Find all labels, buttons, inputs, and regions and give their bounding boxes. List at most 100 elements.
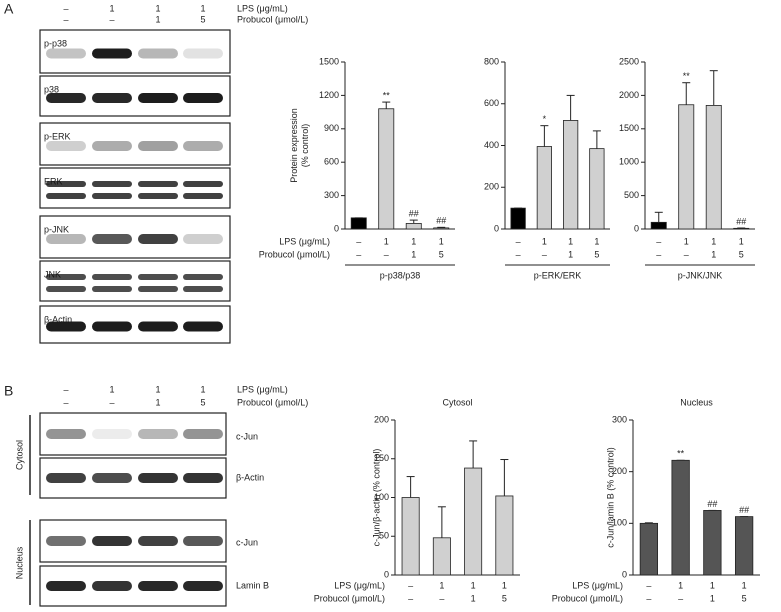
- y-tick-label: 500: [624, 190, 639, 200]
- row-value: –: [646, 580, 651, 590]
- band: [183, 286, 223, 292]
- y-tick-label: 600: [484, 98, 499, 108]
- significance-label: **: [683, 71, 691, 81]
- row-value: –: [678, 593, 683, 603]
- y-tick-label: 1000: [619, 157, 639, 167]
- header-value: –: [109, 397, 114, 407]
- row-value: –: [656, 236, 661, 246]
- band: [138, 321, 178, 332]
- blot-label: β-Actin: [44, 314, 72, 324]
- row-value: 1: [471, 593, 476, 603]
- y-tick-label: 1500: [319, 56, 339, 66]
- row-label: Probucol (μmol/L): [314, 593, 385, 603]
- row-value: 5: [594, 249, 599, 259]
- header-label: LPS (μg/mL): [237, 3, 288, 13]
- chart-title: Cytosol: [442, 397, 472, 407]
- row-value: 1: [711, 236, 716, 246]
- significance-label: ##: [707, 499, 717, 509]
- y-tick-label: 0: [494, 223, 499, 233]
- band: [92, 193, 132, 199]
- row-label: Probucol (μmol/L): [552, 593, 623, 603]
- row-label: Probucol (μmol/L): [259, 249, 330, 259]
- row-value: 5: [739, 249, 744, 259]
- row-value: 1: [742, 580, 747, 590]
- row-value: –: [356, 236, 361, 246]
- bar: [401, 497, 420, 576]
- blot-label: p-ERK: [44, 131, 71, 141]
- header-value: 1: [200, 384, 205, 394]
- band: [46, 181, 86, 187]
- significance-label: ##: [739, 505, 749, 515]
- blot-box: [39, 167, 231, 209]
- band: [138, 536, 178, 546]
- header-value: 1: [155, 3, 160, 13]
- band: [183, 181, 223, 187]
- header-label: Probucol (μmol/L): [237, 14, 308, 24]
- y-axis-label: Protein expression: [289, 108, 299, 183]
- row-value: 1: [711, 249, 716, 259]
- band: [92, 536, 132, 546]
- row-value: –: [684, 249, 689, 259]
- x-axis-label: p-JNK/JNK: [678, 270, 723, 280]
- row-value: –: [408, 580, 413, 590]
- header-value: 5: [200, 397, 205, 407]
- row-value: 5: [439, 249, 444, 259]
- band: [46, 193, 86, 199]
- header-value: –: [63, 3, 68, 13]
- band: [92, 234, 132, 244]
- y-tick-label: 200: [374, 414, 389, 424]
- band: [46, 93, 86, 103]
- band: [46, 286, 86, 292]
- band: [183, 141, 223, 151]
- band: [46, 141, 86, 151]
- band: [46, 48, 86, 59]
- bar: [350, 217, 367, 230]
- y-tick-label: 1200: [319, 90, 339, 100]
- bar: [432, 537, 451, 576]
- row-value: 1: [594, 236, 599, 246]
- y-tick-label: 150: [374, 453, 389, 463]
- band: [46, 473, 86, 483]
- row-value: 1: [739, 236, 744, 246]
- y-tick-label: 0: [634, 223, 639, 233]
- band: [92, 286, 132, 292]
- band: [46, 234, 86, 244]
- band: [138, 286, 178, 292]
- band: [92, 93, 132, 103]
- row-value: 1: [568, 236, 573, 246]
- header-label: Probucol (μmol/L): [237, 397, 308, 407]
- bar: [536, 146, 552, 230]
- band: [46, 429, 86, 439]
- x-axis-label: p-p38/p38: [380, 270, 421, 280]
- band: [183, 429, 223, 439]
- band: [183, 48, 223, 59]
- band: [138, 274, 178, 280]
- significance-label: ##: [409, 208, 419, 218]
- band: [92, 48, 132, 59]
- row-value: 1: [678, 580, 683, 590]
- bar: [405, 223, 422, 230]
- band: [183, 193, 223, 199]
- y-tick-label: 800: [484, 56, 499, 66]
- row-value: –: [656, 249, 661, 259]
- bar: [650, 221, 667, 230]
- row-value: 1: [384, 236, 389, 246]
- header-value: 5: [200, 14, 205, 24]
- fraction-label: Cytosol: [14, 440, 24, 470]
- header-label: LPS (μg/mL): [237, 384, 288, 394]
- row-value: 1: [502, 580, 507, 590]
- bar: [589, 148, 605, 230]
- band: [92, 274, 132, 280]
- y-tick-label: 900: [324, 123, 339, 133]
- row-value: –: [408, 593, 413, 603]
- y-tick-label: 300: [324, 190, 339, 200]
- significance-label: ##: [436, 216, 446, 226]
- y-axis-label: (% control): [300, 124, 310, 168]
- blot-box: [39, 215, 231, 259]
- band: [92, 429, 132, 439]
- band: [46, 581, 86, 591]
- bar: [495, 495, 514, 576]
- blot-box: [39, 29, 231, 74]
- blot-box: [39, 260, 231, 302]
- band: [92, 141, 132, 151]
